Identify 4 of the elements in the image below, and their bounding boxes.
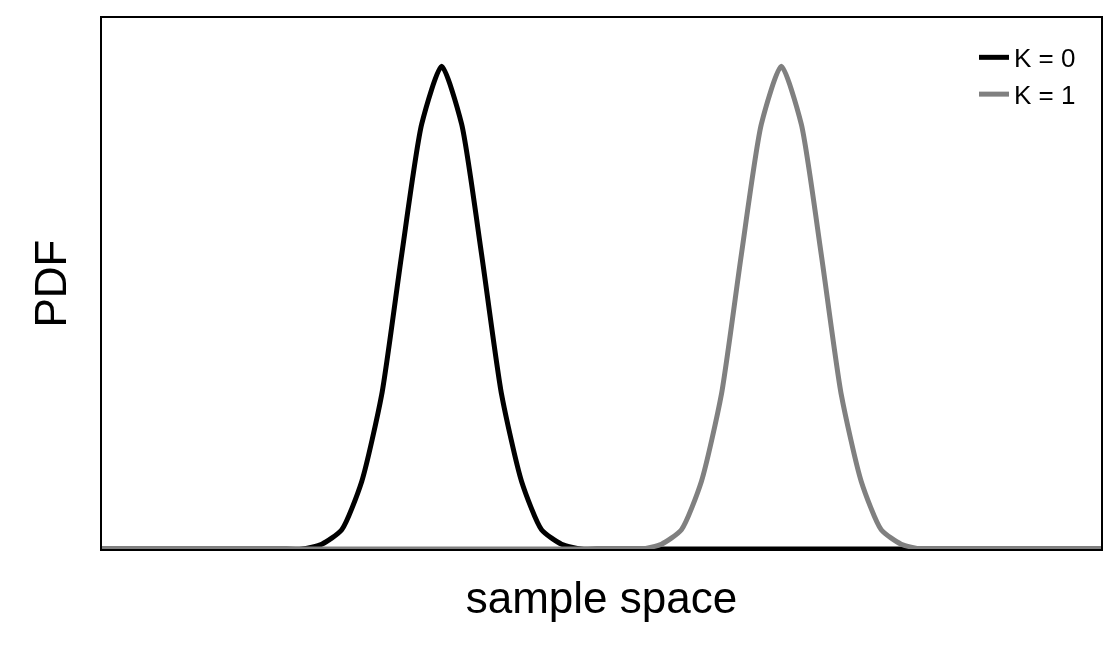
- legend-label: K = 0: [1014, 43, 1076, 74]
- legend-label: K = 1: [1014, 80, 1076, 111]
- y-axis-title: PDF: [25, 239, 75, 328]
- x-axis-title: sample space: [465, 573, 738, 623]
